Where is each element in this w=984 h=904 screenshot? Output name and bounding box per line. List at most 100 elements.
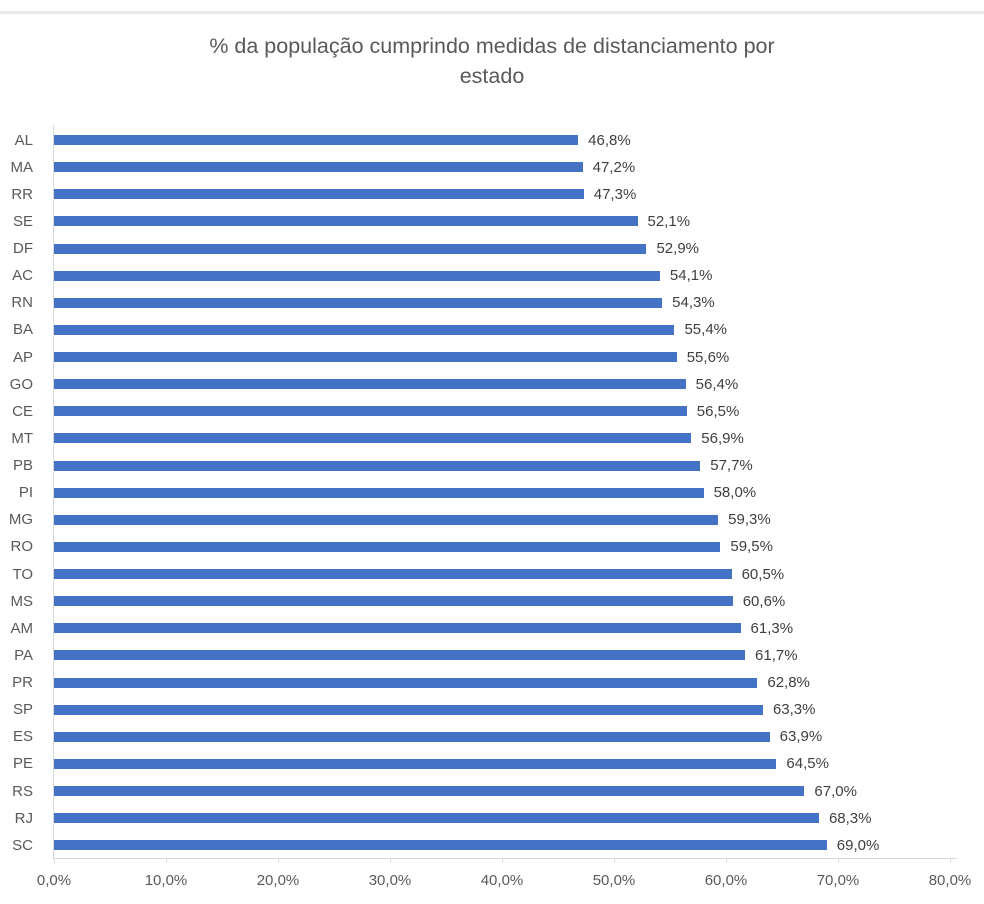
category-label: MS bbox=[10, 592, 34, 610]
x-axis-tick-mark bbox=[278, 858, 279, 863]
value-label: 54,3% bbox=[672, 294, 715, 312]
chart-row: PB 57,7% bbox=[0, 452, 984, 479]
chart-row: RN 54,3% bbox=[0, 289, 984, 316]
value-label: 63,9% bbox=[779, 728, 823, 746]
chart-row: AP 55,6% bbox=[0, 344, 984, 371]
bar bbox=[54, 840, 827, 851]
value-label: 54,1% bbox=[669, 267, 713, 285]
value-label: 52,9% bbox=[656, 240, 700, 257]
value-label: 46,8% bbox=[588, 131, 631, 149]
chart-row: RR 47,3% bbox=[0, 181, 984, 208]
category-label: ES bbox=[12, 728, 33, 746]
value-label: 47,3% bbox=[593, 185, 637, 203]
x-axis-tick-label: 50,0% bbox=[592, 872, 636, 889]
category-label: SE bbox=[12, 212, 33, 230]
value-label: 67,0% bbox=[814, 782, 857, 800]
value-label: 58,0% bbox=[713, 484, 757, 502]
value-label: 52,1% bbox=[647, 212, 691, 230]
chart-row: SP 63,3% bbox=[0, 696, 984, 723]
bar bbox=[54, 704, 763, 715]
x-axis-tick-label: 40,0% bbox=[480, 872, 524, 889]
bar bbox=[54, 135, 579, 145]
category-label: CE bbox=[12, 402, 33, 420]
chart-title-line-1: % da população cumprindo medidas de dist… bbox=[209, 34, 775, 58]
chart-row: SC 69,0% bbox=[0, 832, 984, 859]
value-label: 63,3% bbox=[772, 701, 816, 719]
value-label: 61,7% bbox=[755, 646, 798, 664]
category-label: MA bbox=[10, 158, 34, 176]
value-label: 55,6% bbox=[686, 348, 730, 366]
bar bbox=[54, 731, 770, 742]
x-axis-tick-mark bbox=[166, 858, 167, 863]
category-label: BA bbox=[12, 321, 33, 339]
value-label: 57,7% bbox=[710, 457, 753, 474]
chart-row: SE 52,1% bbox=[0, 208, 984, 235]
x-axis-tick-mark bbox=[54, 858, 55, 863]
value-label: 61,3% bbox=[750, 619, 794, 637]
value-label: 64,5% bbox=[786, 755, 829, 773]
x-axis-tick-label: 70,0% bbox=[816, 872, 860, 889]
bar bbox=[54, 406, 687, 417]
page-top-divider bbox=[0, 11, 984, 14]
category-label: PA bbox=[14, 646, 33, 664]
x-axis-tick-mark bbox=[950, 858, 951, 863]
bar bbox=[54, 216, 638, 227]
chart-row: BA 55,4% bbox=[0, 316, 984, 343]
x-axis-tick-label: 60,0% bbox=[704, 872, 748, 889]
x-axis-tick-label: 10,0% bbox=[144, 872, 188, 889]
bar bbox=[54, 541, 721, 552]
category-label: GO bbox=[9, 375, 33, 393]
x-axis-line bbox=[53, 858, 957, 859]
category-label: AC bbox=[12, 267, 33, 285]
category-label: MT bbox=[11, 429, 33, 447]
chart-row: PI 58,0% bbox=[0, 479, 984, 506]
chart-row: DF 52,9% bbox=[0, 235, 984, 262]
x-axis-tick-mark bbox=[502, 858, 503, 863]
bar bbox=[54, 677, 758, 688]
bar bbox=[54, 433, 692, 444]
bar bbox=[54, 270, 660, 281]
value-label: 56,9% bbox=[701, 429, 744, 447]
category-label: RJ bbox=[14, 809, 33, 827]
category-label: PR bbox=[12, 674, 33, 691]
chart-row: AM 61,3% bbox=[0, 615, 984, 642]
x-axis-tick-label: 0,0% bbox=[36, 872, 72, 889]
y-axis-line bbox=[53, 125, 54, 858]
chart-row: MA 47,2% bbox=[0, 154, 984, 181]
bar bbox=[54, 162, 583, 173]
category-label: MG bbox=[8, 511, 33, 529]
bar bbox=[54, 379, 686, 390]
chart-row: PR 62,8% bbox=[0, 669, 984, 696]
x-axis-tick-label: 20,0% bbox=[256, 872, 300, 889]
chart-row: AC 54,1% bbox=[0, 262, 984, 289]
category-label: RS bbox=[12, 782, 33, 800]
value-label: 68,3% bbox=[828, 809, 872, 827]
x-axis-tick-mark bbox=[614, 858, 615, 863]
value-label: 56,5% bbox=[696, 402, 740, 420]
category-label: SP bbox=[12, 701, 33, 719]
category-label: SC bbox=[12, 836, 33, 854]
chart-row: PE 64,5% bbox=[0, 750, 984, 777]
category-label: AM bbox=[10, 619, 34, 637]
category-label: RR bbox=[11, 185, 33, 203]
bar bbox=[54, 189, 584, 200]
value-label: 60,5% bbox=[741, 565, 785, 583]
x-axis-tick-mark bbox=[726, 858, 727, 863]
category-label: AL bbox=[14, 131, 33, 149]
bar bbox=[54, 487, 704, 498]
chart-row: GO 56,4% bbox=[0, 371, 984, 398]
value-label: 69,0% bbox=[836, 836, 880, 854]
chart-row: MS 60,6% bbox=[0, 588, 984, 615]
bar bbox=[54, 460, 701, 471]
bar bbox=[54, 786, 805, 796]
category-label: RN bbox=[11, 294, 33, 312]
category-label: AP bbox=[12, 348, 33, 366]
chart-row: AL 46,8% bbox=[0, 127, 984, 154]
chart-row: MT 56,9% bbox=[0, 425, 984, 452]
category-label: RO bbox=[10, 538, 34, 556]
bar bbox=[54, 758, 777, 769]
x-axis-tick-mark bbox=[838, 858, 839, 863]
chart-row: MG 59,3% bbox=[0, 506, 984, 533]
category-label: PI bbox=[18, 484, 33, 502]
value-label: 59,5% bbox=[730, 538, 773, 556]
